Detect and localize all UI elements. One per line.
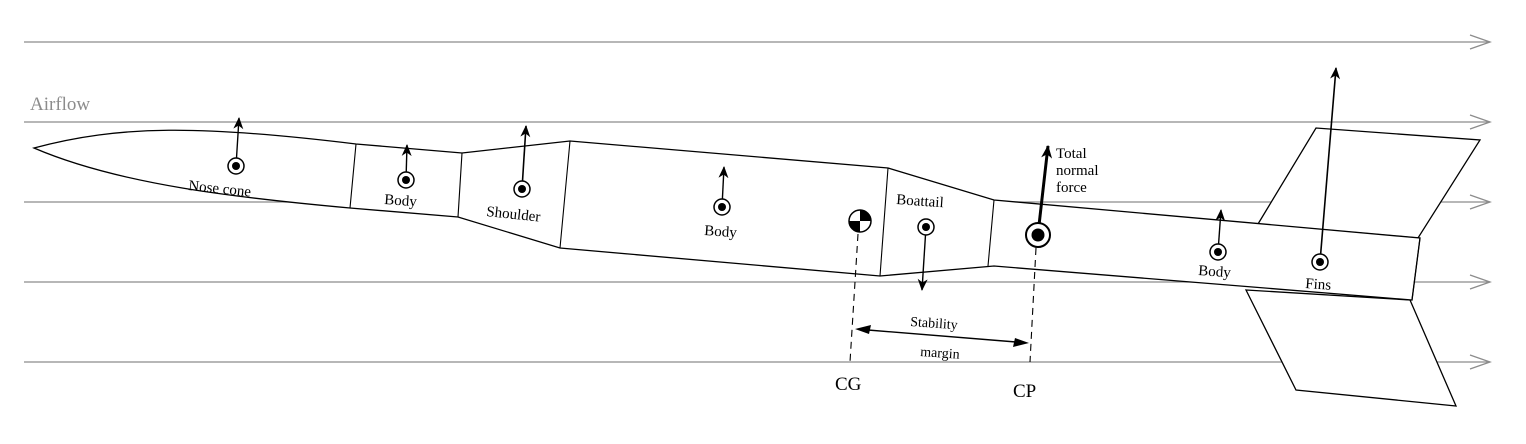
shoulder-label: Shoulder: [486, 204, 542, 226]
cp-marker-icon: [227, 157, 245, 175]
airflow-line-1: [24, 34, 1492, 50]
nose-cone-force: [227, 117, 245, 175]
cp-label: CP: [1013, 381, 1036, 402]
body-2-label: Body: [704, 223, 738, 241]
body-1-force: [397, 144, 415, 189]
boattail-force: [917, 218, 935, 291]
fins-label: Fins: [1305, 276, 1332, 294]
total-normal-force-label-line1: Total: [1056, 146, 1087, 162]
stability-margin-arrow: [855, 325, 1029, 347]
cp-marker-icon: [1311, 253, 1329, 271]
cp-marker-icon: [513, 180, 531, 198]
cg-symbol-icon: [848, 209, 872, 233]
cp-marker-icon: [713, 198, 731, 216]
nose-cone-label: Nose cone: [188, 178, 253, 201]
total-normal-force: [1025, 144, 1053, 248]
shoulder-force: [513, 125, 531, 198]
body-2-force: [713, 166, 731, 216]
airflow-label: Airflow: [30, 94, 90, 115]
cp-marker-icon: [1209, 243, 1227, 261]
airflow-line-2: [24, 114, 1492, 130]
cp-marker-icon: [397, 171, 415, 189]
stability-margin-label-line1: Stability: [910, 315, 958, 333]
cp-marker-icon: [917, 218, 935, 236]
total-normal-force-label-line3: force: [1056, 180, 1087, 196]
stability-margin-label-line2: margin: [920, 345, 960, 363]
fins-force: [1311, 67, 1341, 271]
airflow-line-5: [24, 354, 1492, 370]
body-3-force: [1209, 209, 1227, 261]
total-normal-force-label-line2: normal: [1056, 163, 1099, 179]
total-cp-marker-icon: [1025, 222, 1051, 248]
boattail-label: Boattail: [896, 192, 945, 211]
cg-label: CG: [835, 374, 862, 395]
body-3-label: Body: [1198, 263, 1232, 281]
body-1-label: Body: [384, 192, 418, 210]
section-dividers: [349, 140, 1421, 301]
cg-reference-line: [849, 233, 859, 363]
